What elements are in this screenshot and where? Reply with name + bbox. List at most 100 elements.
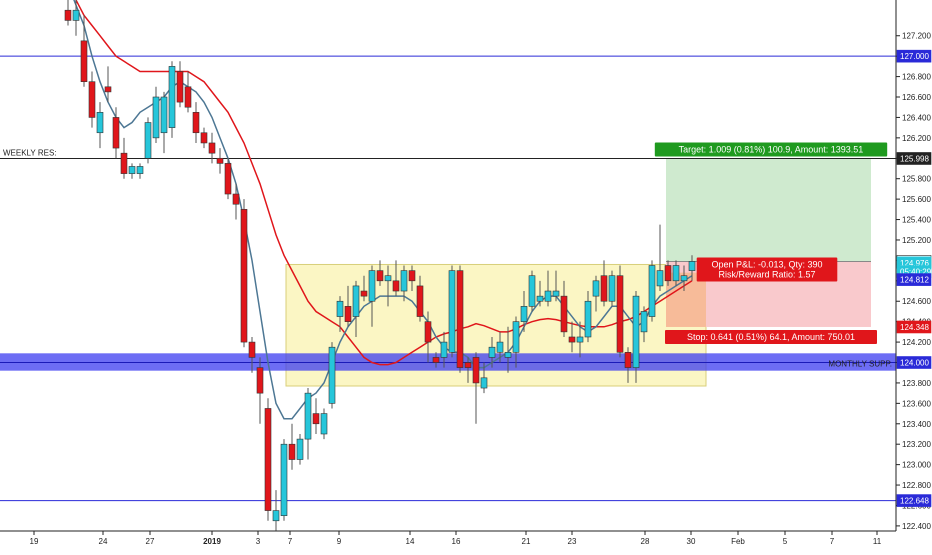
candle-30 <box>304 392 312 440</box>
price-tick-14: 125.200 <box>902 236 931 245</box>
price-tick-21: 126.600 <box>902 93 931 102</box>
candle-29 <box>296 438 304 460</box>
candle-59 <box>536 295 544 302</box>
time-tick-15: 7 <box>830 537 835 546</box>
candle-39 <box>376 270 384 282</box>
candle-72 <box>640 311 648 333</box>
time-tick-6: 9 <box>337 537 342 546</box>
price-tick-24: 127.200 <box>902 32 931 41</box>
stop-label-text-0: Stop: 0.641 (0.51%) 64.1, Amount: 750.01 <box>687 332 855 342</box>
target-label-text-0: Target: 1.009 (0.81%) 100.9, Amount: 139… <box>679 144 864 154</box>
candle-15 <box>184 86 192 108</box>
candle-71 <box>632 295 640 368</box>
candle-20 <box>224 163 232 195</box>
price-label-text-7: 124.348 <box>900 323 929 332</box>
time-axis-bg <box>0 531 932 550</box>
candle-3 <box>88 81 96 118</box>
price-label-2: 122.648 <box>896 494 932 507</box>
candle-55 <box>504 351 512 358</box>
candle-38 <box>368 270 376 302</box>
candle-62 <box>560 295 568 333</box>
price-label-text-4: 124.976 <box>900 259 929 268</box>
price-label-8: 124.000 <box>896 356 932 369</box>
candle-77 <box>680 275 688 282</box>
price-label-text-8: 124.000 <box>900 359 929 368</box>
candle-46 <box>432 357 440 363</box>
price-label-0: 127.000 <box>896 49 932 63</box>
time-tick-16: 11 <box>873 537 882 546</box>
candle-58 <box>528 275 536 307</box>
monthly-support-text: MONTHLY SUPP. <box>828 360 892 369</box>
price-label-bg-8 <box>896 356 932 369</box>
candle-73 <box>648 265 656 317</box>
candle-44 <box>416 285 424 317</box>
candle-35 <box>344 306 352 322</box>
candle-66 <box>592 280 600 297</box>
candle-67 <box>600 275 608 302</box>
price-tick-20: 126.400 <box>902 113 931 122</box>
target-zone <box>666 158 871 262</box>
price-label-bg-6 <box>896 273 932 286</box>
candle-24 <box>256 367 264 394</box>
price-tick-16: 125.600 <box>902 195 931 204</box>
candle-54 <box>496 341 504 353</box>
candle-17 <box>200 132 208 144</box>
candle-41 <box>392 280 400 292</box>
candle-16 <box>192 112 200 134</box>
candle-69 <box>616 275 624 353</box>
price-label-bg-7 <box>896 320 932 334</box>
time-tick-7: 14 <box>406 537 415 546</box>
price-label-text-5: 05:40:29 <box>900 268 932 277</box>
candle-75 <box>664 265 672 282</box>
monthly-support-band <box>0 353 896 371</box>
candle-31 <box>312 413 320 425</box>
candle-19 <box>216 157 224 164</box>
candle-50 <box>464 362 472 368</box>
price-label-7: 124.348 <box>896 320 932 334</box>
candle-13 <box>168 66 176 128</box>
candle-2 <box>80 40 88 82</box>
target-label-bg <box>654 142 888 157</box>
time-tick-3: 2019 <box>203 537 221 546</box>
price-label-bg-0 <box>896 49 932 63</box>
price-label-text-6: 124.812 <box>900 276 929 285</box>
candle-8 <box>128 166 136 174</box>
time-tick-10: 23 <box>568 537 577 546</box>
candle-21 <box>232 193 240 205</box>
position-layer <box>666 158 871 327</box>
price-tick-11: 124.600 <box>902 297 931 306</box>
candle-45 <box>424 321 432 343</box>
price-tick-6: 123.600 <box>902 399 931 408</box>
candle-36 <box>352 285 360 317</box>
candle-14 <box>176 71 184 103</box>
price-label-1: 125.998 <box>896 152 932 165</box>
candle-47 <box>440 341 448 358</box>
price-tick-7: 123.800 <box>902 379 931 388</box>
position-labels-layer: Target: 1.009 (0.81%) 100.9, Amount: 139… <box>654 142 888 344</box>
candle-52 <box>480 377 488 389</box>
candle-34 <box>336 300 344 317</box>
candle-10 <box>144 122 152 159</box>
candle-76 <box>672 265 680 282</box>
candle-49 <box>456 270 464 368</box>
time-tick-4: 3 <box>256 537 261 546</box>
candle-33 <box>328 346 336 404</box>
price-label-bg-1 <box>896 152 932 165</box>
support-band-layer: MONTHLY SUPP. <box>0 353 896 371</box>
candle-60 <box>544 290 552 302</box>
price-tick-19: 126.200 <box>902 134 931 143</box>
price-label-bg-2 <box>896 494 932 507</box>
time-tick-0: 19 <box>30 537 39 546</box>
candle-61 <box>552 290 560 297</box>
price-tick-2: 122.800 <box>902 481 931 490</box>
pnl-label-text-1: Risk/Reward Ratio: 1.57 <box>718 270 815 280</box>
candle-4 <box>96 112 104 134</box>
candle-32 <box>320 413 328 435</box>
pnl-label-bg <box>696 257 838 282</box>
candle-22 <box>240 209 248 343</box>
price-tick-4: 123.200 <box>902 440 931 449</box>
